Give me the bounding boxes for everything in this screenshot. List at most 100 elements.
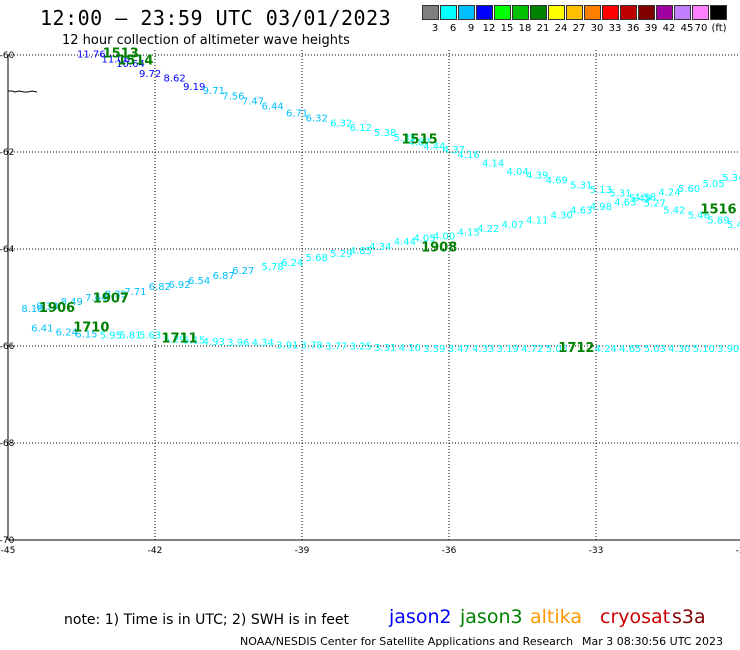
wave-height-value: 6.41 — [31, 323, 53, 334]
wave-height-value: 8.49 — [61, 297, 83, 308]
wave-height-value: 4.44 — [423, 142, 445, 153]
wave-height-value: 4.30 — [551, 210, 573, 221]
axis-labels: -60 -62 -64 -66 -68 -70-45 -42 -39 -36 -33 -30 — [0, 51, 740, 556]
wave-height-value: 5.05 — [702, 179, 724, 190]
wave-height-value: 4.05 — [413, 234, 435, 245]
wave-height-value: 4.00 — [433, 231, 455, 242]
wave-height-value: 5.63 — [139, 331, 161, 342]
wave-height-value: 4.87 — [408, 138, 430, 149]
wave-height-value: 3.59 — [423, 344, 445, 355]
satellite-legend-altika: altika — [530, 606, 582, 628]
credit-text: NOAA/NESDIS Center for Satellite Applica… — [240, 635, 574, 648]
scale-swatch — [692, 5, 709, 20]
wave-height-value: 11.06 — [101, 54, 130, 65]
wave-height-value: 4.93 — [203, 337, 225, 348]
wave-height-value: 8.18 — [21, 304, 43, 315]
lon-tick-label: -33 — [589, 546, 604, 556]
wave-height-value: 4.10 — [399, 343, 421, 354]
wave-height-value: 8.33 — [36, 302, 58, 313]
wave-height-value: 5.31 — [609, 189, 631, 200]
wave-height-value: 5.05 — [546, 344, 568, 355]
scale-swatch — [638, 5, 655, 20]
wave-height-value: 4.16 — [457, 150, 479, 161]
wave-height-value: 6.12 — [350, 123, 372, 134]
scale-label: 3 — [431, 23, 439, 34]
satellite-legend-s3a: s3a — [672, 606, 706, 628]
wave-height-value: 3.19 — [497, 344, 519, 355]
wave-height-value: 7.71 — [124, 287, 146, 298]
scale-swatch — [476, 5, 493, 20]
wave-height-value: 5.41 — [727, 220, 740, 231]
track-time-label: 1710 — [73, 320, 109, 335]
wave-height-value: 3.90 — [717, 344, 739, 355]
wave-height-value: 3.96 — [227, 338, 249, 349]
track-time-label: 1906 — [39, 301, 75, 316]
wave-height-value: 6.44 — [261, 101, 283, 112]
wave-height-value: 5.35 — [394, 133, 416, 144]
generated-timestamp: Mar 3 08:30:56 UTC 2023 — [582, 635, 723, 648]
wave-height-value: 8.62 — [163, 74, 185, 85]
wave-height-value: 8.39 — [105, 290, 127, 301]
wave-height-value: 4.85 — [350, 246, 372, 257]
scale-label: 45 — [680, 23, 694, 34]
wave-height-value: 5.68 — [306, 253, 328, 264]
wave-height-value: 4.22 — [477, 224, 499, 235]
track-time-label: 1514 — [117, 54, 153, 69]
wave-height-value: 5.38 — [374, 128, 396, 139]
wave-height-value: 4.24 — [658, 188, 680, 199]
wave-height-value: 5.60 — [678, 184, 700, 195]
wave-height-value: 7.56 — [222, 92, 244, 103]
wave-height-value: 5.49 — [629, 193, 651, 204]
lon-tick-label: -36 — [442, 546, 457, 556]
wave-height-value: 4.63 — [570, 206, 592, 217]
lat-tick-label: -70 — [0, 536, 15, 546]
scale-label: 24 — [554, 23, 568, 34]
track-time-label: 1712 — [558, 341, 594, 356]
track-time-label: 1907 — [93, 291, 129, 306]
wave-height-value: 10.64 — [116, 59, 145, 70]
wave-height-value: 4.30 — [668, 344, 690, 355]
scale-swatch — [440, 5, 457, 20]
wave-height-value: 4.34 — [369, 242, 391, 253]
scale-label: 21 — [536, 23, 550, 34]
wave-height-value: 6.32 — [306, 113, 328, 124]
wave-height-value: 4.34 — [252, 338, 274, 349]
wave-height-value: 4.39 — [526, 171, 548, 182]
lon-tick-label: -45 — [1, 546, 16, 556]
wave-height-value: 6.92 — [168, 280, 190, 291]
coastline — [8, 90, 38, 93]
map-grid — [7, 50, 740, 541]
track-time-label: 1516 — [700, 203, 736, 218]
page-subtitle: 12 hour collection of altimeter wave hei… — [62, 33, 350, 48]
scale-swatch — [494, 5, 511, 20]
wave-height-value: 5.42 — [663, 206, 685, 217]
lat-tick-label: -60 — [0, 51, 15, 61]
wave-height-value: 5.13 — [590, 185, 612, 196]
lat-tick-label: -66 — [0, 342, 15, 352]
wave-height-value: 4.58 — [634, 193, 656, 204]
lat-tick-label: -68 — [0, 439, 15, 449]
wave-height-value: 3.77 — [325, 341, 347, 352]
scale-swatch — [656, 5, 673, 20]
wave-height-value: 4.65 — [619, 344, 641, 355]
scale-swatch — [548, 5, 565, 20]
satellite-legend-cryosat: cryosat — [600, 606, 671, 628]
wave-height-value: 7.47 — [242, 96, 264, 107]
scale-label: 36 — [626, 23, 640, 34]
scale-label: 12 — [482, 23, 496, 34]
lon-tick-label: -42 — [148, 546, 163, 556]
wave-height-value: 3.25 — [350, 341, 372, 352]
satellite-legend-jason3: jason3 — [460, 606, 523, 628]
wave-height-value: 5.46 — [688, 210, 710, 221]
wave-height-value: 3.78 — [301, 340, 323, 351]
wave-height-value: 6.24 — [281, 258, 303, 269]
wave-height-value: 5.34 — [722, 173, 740, 184]
scale-swatch — [710, 5, 727, 20]
wave-height-value: 6.82 — [149, 282, 171, 293]
wave-height-value: 4.33 — [472, 344, 494, 355]
scale-swatch — [458, 5, 475, 20]
wave-height-value: 5.27 — [644, 198, 666, 209]
wave-height-value: 4.07 — [502, 220, 524, 231]
wave-height-value: 5.81 — [119, 331, 141, 342]
wave-height-value: 11.76 — [77, 49, 106, 60]
